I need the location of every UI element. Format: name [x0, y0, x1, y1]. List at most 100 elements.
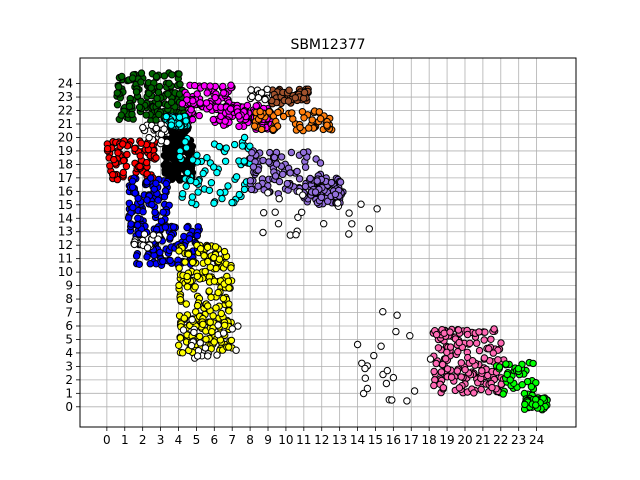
data-point: [130, 240, 139, 249]
data-point: [152, 154, 160, 162]
data-point: [189, 156, 197, 164]
x-tick-label: 2: [139, 433, 147, 447]
data-point: [284, 97, 293, 105]
data-point: [225, 343, 233, 351]
y-tick-label: 14: [58, 211, 73, 225]
data-point: [183, 168, 192, 177]
data-point: [162, 164, 171, 173]
data-point: [406, 332, 414, 340]
data-point: [160, 193, 169, 201]
data-point: [189, 258, 197, 266]
data-point: [176, 334, 185, 342]
data-point: [189, 97, 197, 105]
data-point: [434, 344, 443, 352]
chart-title: SBM12377: [290, 37, 365, 53]
data-point: [288, 109, 296, 117]
data-point: [320, 220, 328, 228]
data-point: [271, 172, 280, 180]
data-point: [145, 133, 153, 142]
y-tick-label: 3: [65, 359, 73, 373]
data-point: [139, 123, 147, 132]
data-point: [232, 346, 240, 354]
data-point: [279, 170, 287, 179]
data-point: [454, 326, 463, 334]
data-point: [225, 300, 233, 308]
y-tick-label: 1: [65, 386, 73, 400]
data-point: [152, 179, 160, 188]
data-point: [153, 94, 161, 103]
data-point: [277, 153, 286, 161]
x-tick-label: 8: [246, 433, 254, 447]
data-point: [193, 90, 201, 98]
data-point: [439, 384, 448, 392]
data-point: [197, 245, 205, 253]
data-point: [201, 344, 210, 352]
data-point: [152, 124, 161, 133]
y-tick-label: 7: [65, 306, 73, 320]
y-tick-label: 19: [58, 144, 73, 158]
data-point: [221, 117, 229, 125]
data-point: [166, 233, 174, 242]
cluster: [113, 69, 188, 125]
data-point: [382, 379, 391, 388]
data-point: [348, 220, 356, 228]
data-point: [136, 152, 144, 160]
data-point: [264, 189, 272, 197]
data-point: [275, 177, 284, 186]
data-point: [203, 243, 212, 252]
data-point: [131, 144, 139, 153]
data-point: [315, 108, 323, 116]
data-point: [455, 338, 463, 347]
data-point: [283, 179, 291, 188]
data-point: [487, 335, 495, 343]
data-point: [275, 195, 283, 203]
y-tick-label: 12: [58, 238, 73, 252]
data-point: [179, 190, 187, 198]
data-point: [357, 200, 365, 208]
data-point: [389, 373, 398, 382]
data-point: [169, 223, 178, 231]
data-point: [294, 213, 302, 222]
data-point: [181, 138, 189, 146]
x-tick-label: 18: [422, 433, 437, 447]
data-point: [279, 112, 288, 121]
data-point: [182, 182, 190, 190]
data-point: [494, 356, 502, 364]
data-point: [211, 243, 220, 251]
data-point: [183, 223, 191, 232]
data-point: [220, 89, 228, 97]
data-point: [207, 179, 216, 187]
data-point: [157, 137, 166, 145]
data-point: [377, 342, 385, 350]
data-point: [202, 99, 211, 107]
data-point: [137, 139, 145, 147]
cluster: [492, 358, 551, 414]
data-point: [203, 89, 211, 97]
data-point: [219, 294, 228, 303]
x-tick-label: 1: [121, 433, 129, 447]
data-point: [160, 125, 168, 133]
data-point: [259, 156, 267, 165]
data-point: [455, 384, 464, 392]
x-axis-ticks: 0 1 2 3 4 5 6 7 8 9 10 11 12 13 14 15 16 17 18 19 20 21 22 23 24: [103, 427, 544, 447]
data-point: [208, 328, 216, 336]
data-point: [211, 93, 219, 102]
data-point: [254, 182, 262, 190]
data-point: [475, 328, 483, 336]
data-point: [426, 355, 435, 363]
data-point: [363, 384, 372, 393]
data-point: [164, 90, 172, 98]
data-point: [193, 151, 201, 159]
data-point: [432, 359, 440, 368]
x-tick-label: 17: [404, 433, 419, 447]
data-point: [480, 336, 488, 344]
data-point: [392, 327, 400, 336]
data-point: [489, 349, 497, 357]
data-point: [274, 220, 283, 228]
data-point: [185, 235, 194, 243]
x-tick-label: 6: [210, 433, 218, 447]
data-point: [139, 208, 147, 216]
data-point: [299, 148, 308, 157]
data-point: [221, 157, 230, 166]
data-point: [154, 196, 162, 204]
